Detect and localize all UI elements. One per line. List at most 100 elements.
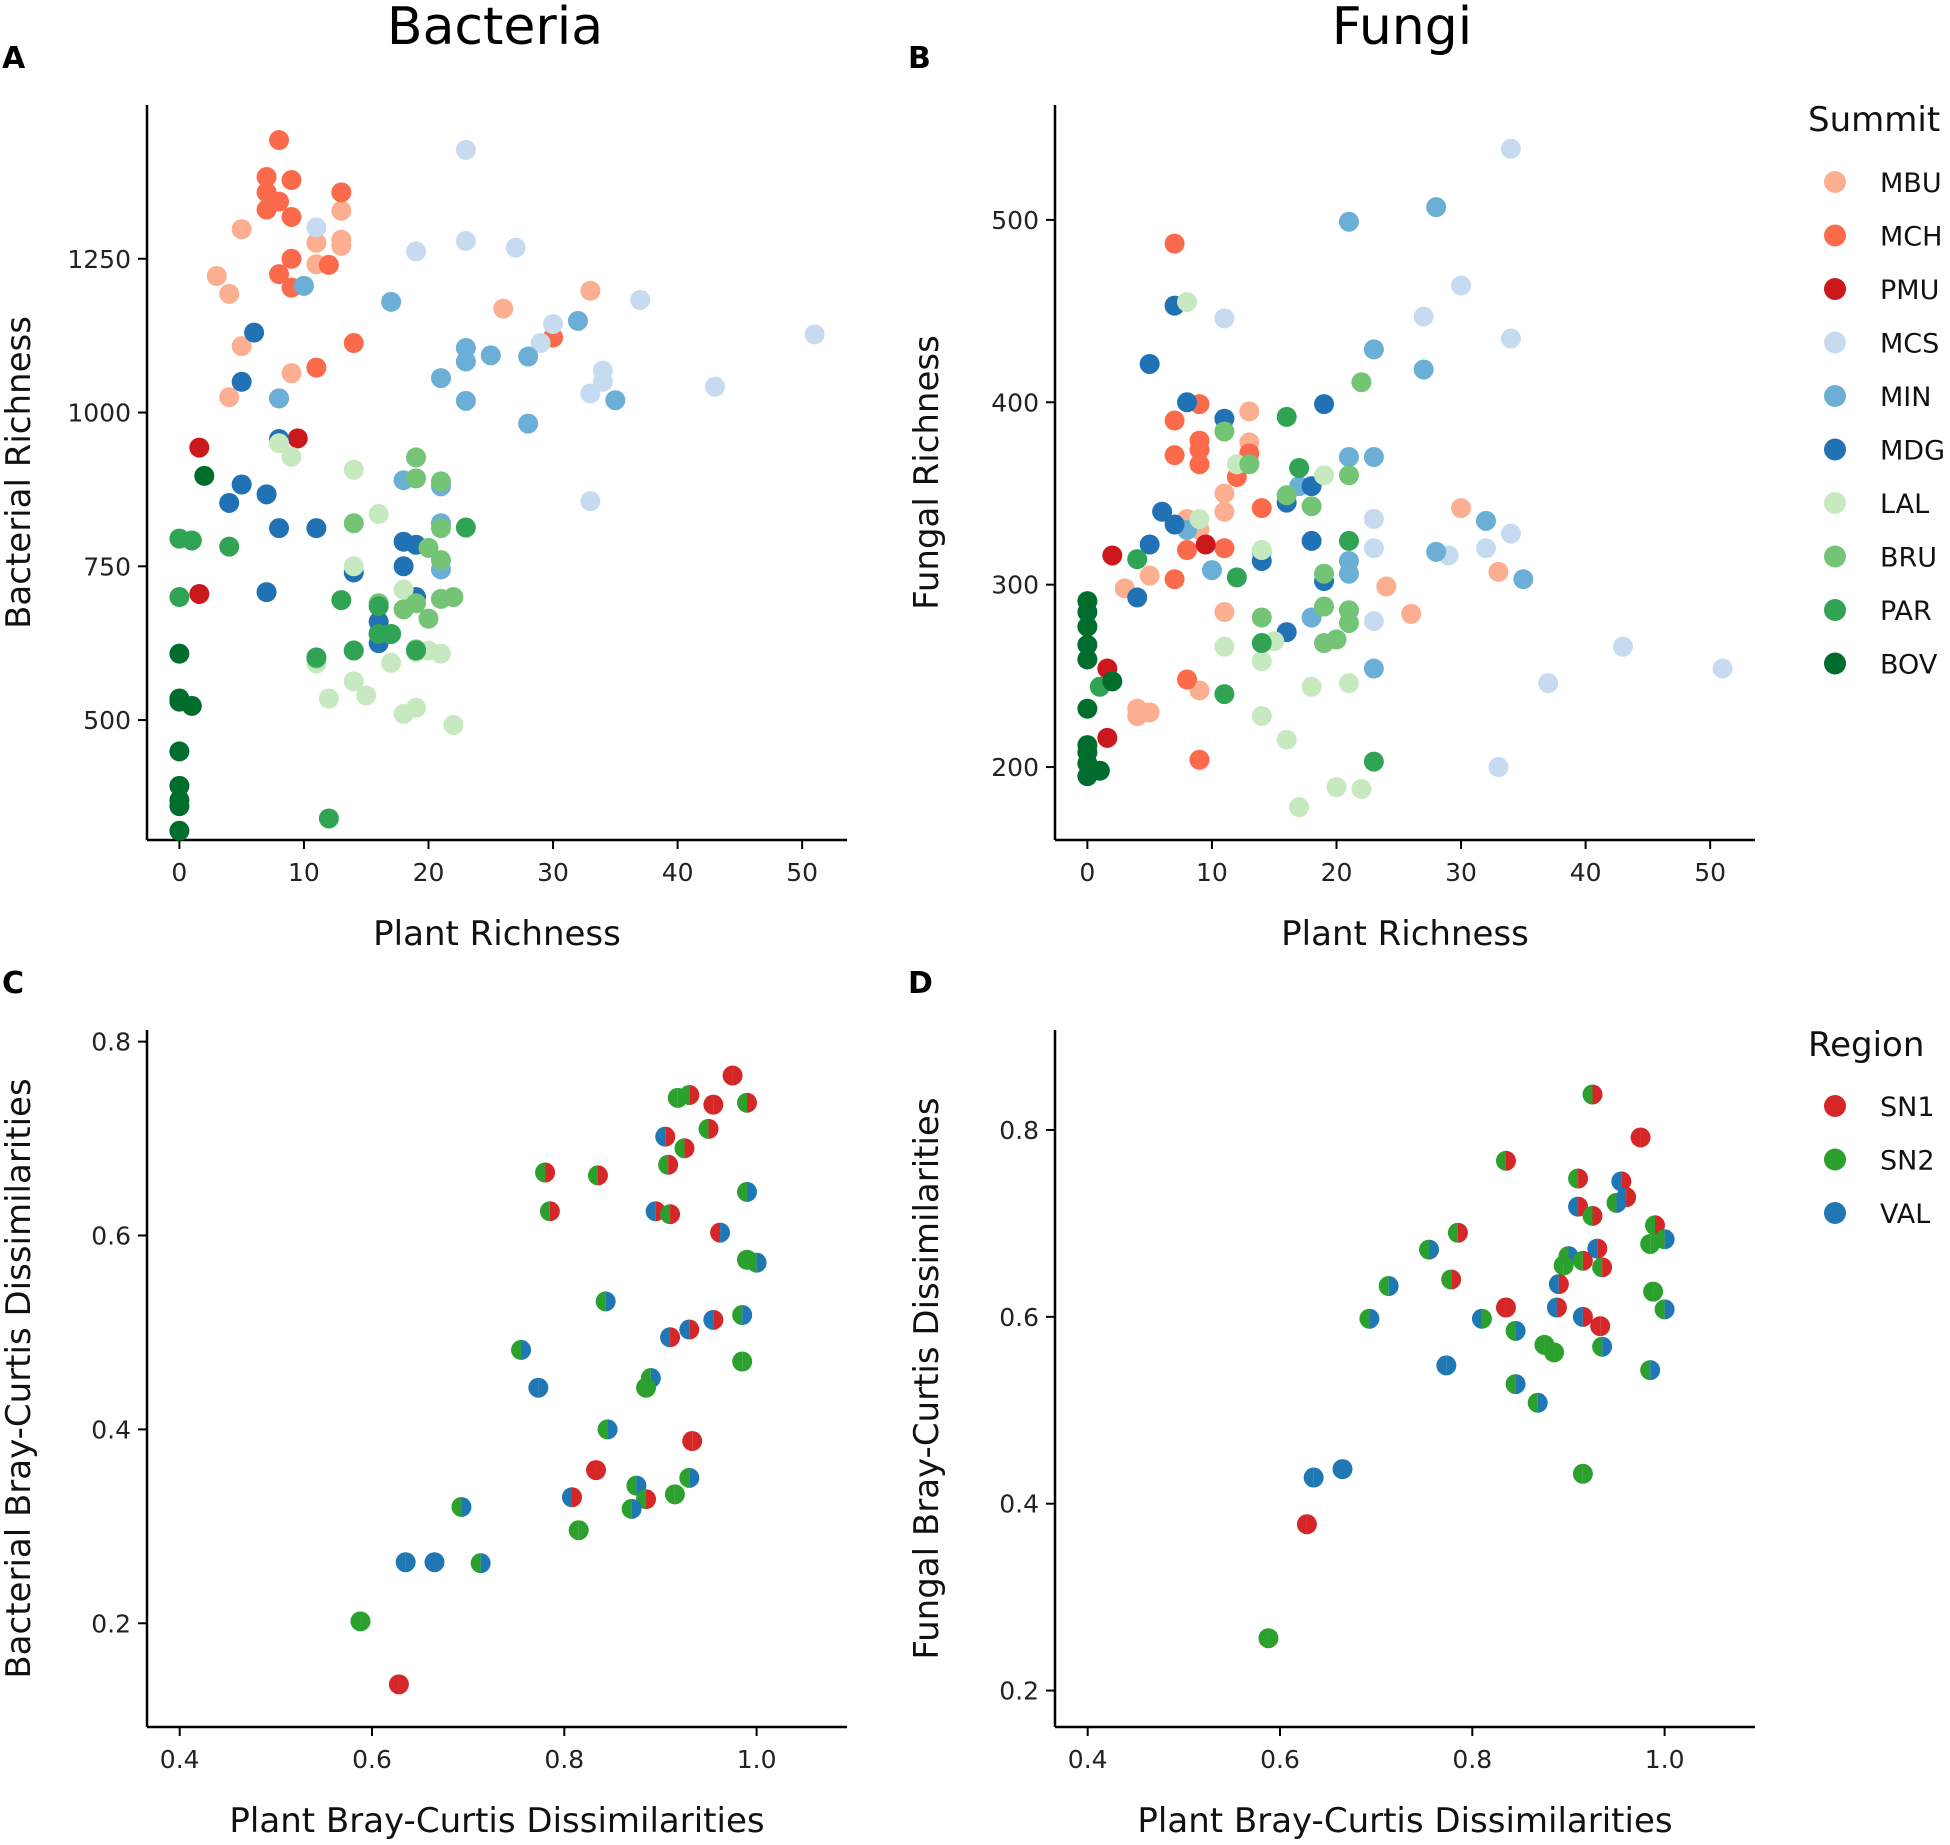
point-mbu	[206, 265, 227, 286]
pair-point-right-half	[646, 1489, 657, 1510]
point-mcs	[530, 333, 551, 354]
point-mbu	[306, 232, 327, 253]
pair-point	[568, 1520, 589, 1541]
panel-letter-c: C	[2, 966, 24, 1001]
pair-point-right-half	[1388, 1276, 1399, 1297]
pair-point-right-half	[1582, 1250, 1593, 1271]
point-par	[1251, 633, 1272, 654]
point-bov	[169, 741, 190, 762]
point-lal	[1177, 291, 1198, 312]
point-mcs	[543, 313, 564, 334]
pair-point-left-half	[679, 1467, 690, 1488]
pair-point-right-half	[1537, 1392, 1548, 1413]
point-par	[169, 587, 190, 608]
point-mdg	[1152, 501, 1173, 522]
summit-legend-marker-bru	[1824, 545, 1846, 568]
pair-point-left-half	[737, 1181, 747, 1202]
point-bru	[1338, 612, 1359, 633]
pair-point-left-half	[1592, 1257, 1603, 1278]
pair-point-right-half	[674, 1484, 685, 1505]
pair-point-left-half	[1630, 1127, 1641, 1148]
pair-point	[395, 1552, 416, 1573]
point-mch	[1164, 233, 1185, 254]
region-legend-marker-val	[1824, 1202, 1846, 1224]
point-mcs	[455, 139, 476, 160]
point-pmu	[189, 583, 210, 604]
pair-point	[746, 1252, 767, 1273]
x-tick-label: 30	[537, 858, 569, 887]
pair-point-left-half	[1296, 1514, 1307, 1535]
pair-point-left-half	[350, 1611, 361, 1632]
pair-point	[1640, 1360, 1661, 1381]
pair-point-left-half	[1546, 1297, 1557, 1318]
pair-point-left-half	[737, 1092, 747, 1113]
pair-point	[1505, 1374, 1526, 1395]
x-axis-title: Plant Bray-Curtis Dissimilarities	[229, 1801, 764, 1841]
y-tick-label: 0.8	[91, 1028, 131, 1057]
x-tick-label: 0	[171, 858, 187, 887]
region-legend-label-sn1: SN1	[1880, 1092, 1935, 1123]
pair-point-right-half	[1592, 1084, 1603, 1105]
pair-point	[1296, 1514, 1317, 1535]
pair-point-right-half	[1515, 1320, 1526, 1341]
point-par	[331, 590, 352, 611]
point-mbu	[1214, 501, 1235, 522]
pair-point-right-half	[1600, 1316, 1611, 1337]
pair-point-left-half	[587, 1165, 598, 1186]
region-legend-title: Region	[1808, 1025, 1924, 1065]
pair-point	[1572, 1306, 1593, 1327]
point-par	[343, 640, 364, 661]
pair-point-left-half	[1527, 1392, 1538, 1413]
pair-point-right-half	[720, 1222, 731, 1243]
pair-point	[1568, 1196, 1589, 1217]
point-par	[306, 647, 327, 668]
point-lal	[343, 459, 364, 480]
pair-point-right-half	[713, 1094, 724, 1115]
point-mch	[269, 191, 290, 212]
point-par	[1226, 567, 1247, 588]
point-mch	[281, 206, 302, 227]
point-lal	[443, 714, 464, 735]
x-axis-title: Plant Bray-Curtis Dissimilarities	[1137, 1801, 1672, 1841]
point-lal	[1251, 705, 1272, 726]
pair-point-left-half	[674, 1138, 685, 1159]
summit-legend-marker-mdg	[1824, 438, 1846, 461]
pair-point-right-half	[670, 1327, 681, 1348]
point-min	[1201, 560, 1222, 581]
point-mdg	[269, 518, 290, 539]
summit-legend-marker-pmu	[1824, 278, 1846, 300]
point-mcs	[592, 371, 613, 392]
pair-point-right-half	[1446, 1355, 1457, 1376]
pair-point-right-half	[1664, 1299, 1675, 1320]
pair-point-right-half	[1457, 1222, 1468, 1243]
pair-point-left-half	[737, 1249, 747, 1270]
pair-point-right-half	[1621, 1171, 1632, 1192]
point-par	[1338, 530, 1359, 551]
pair-point	[1582, 1205, 1603, 1226]
point-min	[1363, 339, 1384, 360]
pair-point-right-half	[1650, 1233, 1661, 1254]
point-lal	[1301, 676, 1322, 697]
pair-point	[732, 1351, 753, 1372]
point-lal	[368, 504, 389, 525]
pair-point-right-half	[646, 1377, 657, 1398]
pair-point-right-half	[1451, 1269, 1462, 1290]
pair-point-left-half	[1447, 1222, 1458, 1243]
pair-point-left-half	[1378, 1276, 1389, 1297]
pair-point-left-half	[1548, 1274, 1559, 1295]
point-mbu	[231, 219, 252, 240]
point-mch	[1177, 540, 1198, 561]
point-mdg	[1164, 514, 1185, 535]
summit-legend-marker-lal	[1824, 492, 1846, 514]
pair-point	[1592, 1336, 1613, 1357]
point-bru	[1314, 596, 1335, 617]
point-pmu	[1097, 727, 1118, 748]
point-min	[1513, 569, 1534, 590]
pair-point	[703, 1309, 724, 1330]
point-bov	[1102, 671, 1123, 692]
pair-point-right-half	[578, 1520, 589, 1541]
point-lal	[381, 652, 402, 673]
pair-point-left-half	[682, 1431, 693, 1452]
pair-point	[737, 1092, 758, 1113]
point-par	[1363, 751, 1384, 772]
